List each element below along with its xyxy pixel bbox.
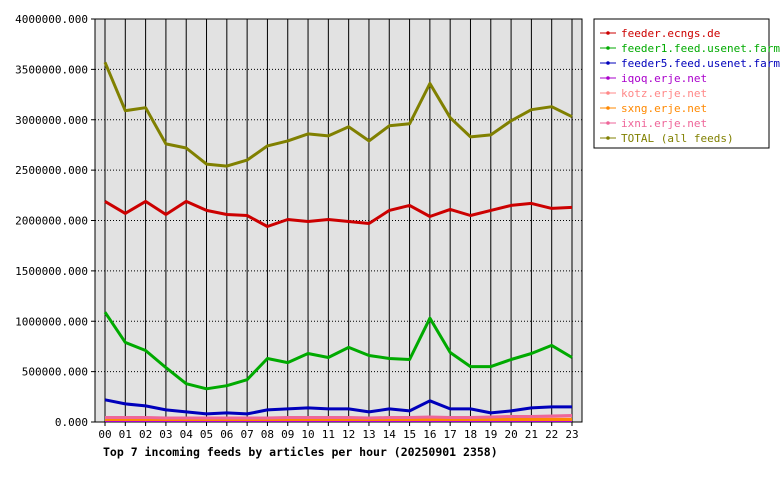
- x-tick-label: 11: [322, 428, 335, 441]
- x-tick-label: 18: [464, 428, 477, 441]
- series-line-6: [105, 414, 573, 420]
- x-tick-label: 07: [241, 428, 254, 441]
- y-tick-label: 500000.000: [22, 366, 88, 379]
- y-tick-label: 3500000.000: [15, 63, 88, 76]
- x-tick-label: 02: [139, 428, 152, 441]
- legend-marker: [606, 121, 610, 125]
- x-tick-label: 05: [200, 428, 213, 441]
- legend-marker: [606, 106, 610, 110]
- legend-entry: feeder1.feed.usenet.farm: [621, 42, 780, 55]
- legend-entry: ixni.erje.net: [621, 117, 707, 130]
- legend-marker: [606, 61, 610, 65]
- y-tick-label: 1500000.000: [15, 265, 88, 278]
- x-tick-label: 08: [261, 428, 274, 441]
- x-tick-label: 06: [220, 428, 233, 441]
- legend-marker: [606, 91, 610, 95]
- legend-entry: feeder5.feed.usenet.farm: [621, 57, 780, 70]
- legend-box: [593, 18, 770, 149]
- x-tick-label: 17: [444, 428, 457, 441]
- y-tick-label: 1000000.000: [15, 315, 88, 328]
- series-lines: [103, 61, 573, 422]
- x-tick-label: 03: [159, 428, 172, 441]
- x-tick-label: 23: [565, 428, 578, 441]
- x-tick-label: 20: [504, 428, 517, 441]
- x-tick-label: 16: [423, 428, 436, 441]
- x-tick-label: 09: [281, 428, 294, 441]
- series-line-7: [103, 61, 573, 168]
- legend-marker: [606, 31, 610, 35]
- chart-title: Top 7 incoming feeds by articles per hou…: [103, 445, 498, 459]
- x-tick-label: 01: [119, 428, 132, 441]
- x-tick-label: 15: [403, 428, 416, 441]
- y-tick-label: 0.000: [55, 416, 88, 429]
- legend: feeder.ecngs.de feeder1.feed.usenet.farm f…: [593, 18, 780, 149]
- x-tick-label: 12: [342, 428, 355, 441]
- y-tick-label: 2500000.000: [15, 164, 88, 177]
- series-line-1: [103, 311, 573, 391]
- y-axis-ticks: 0.000 500000.000 1000000.000 1500000.000 200…: [15, 13, 95, 429]
- series-line-0: [104, 199, 573, 228]
- legend-entry: TOTAL (all feeds): [621, 132, 734, 145]
- x-axis-ticks: 00 01 02 03 04 05 06 07 08 09 10 11 12 13 14 15 16 17 18 19…: [98, 422, 579, 441]
- y-tick-label: 2000000.000: [15, 215, 88, 228]
- legend-entry: kotz.erje.net: [621, 87, 707, 100]
- x-tick-label: 00: [98, 428, 111, 441]
- x-tick-label: 14: [383, 428, 397, 441]
- x-tick-label: 04: [180, 428, 194, 441]
- legend-entry: sxng.erje.net: [621, 102, 707, 115]
- legend-marker: [606, 136, 610, 140]
- legend-marker: [606, 76, 610, 80]
- legend-marker: [606, 46, 610, 50]
- legend-entry: feeder.ecngs.de: [621, 27, 720, 40]
- x-tick-label: 21: [525, 428, 538, 441]
- series-line-2: [104, 398, 572, 416]
- legend-entry: iqoq.erje.net: [621, 72, 707, 85]
- y-tick-label: 3000000.000: [15, 114, 88, 127]
- x-tick-label: 19: [484, 428, 497, 441]
- x-tick-label: 22: [545, 428, 558, 441]
- x-tick-label: 13: [362, 428, 375, 441]
- x-tick-label: 10: [301, 428, 314, 441]
- y-tick-label: 4000000.000: [15, 13, 88, 26]
